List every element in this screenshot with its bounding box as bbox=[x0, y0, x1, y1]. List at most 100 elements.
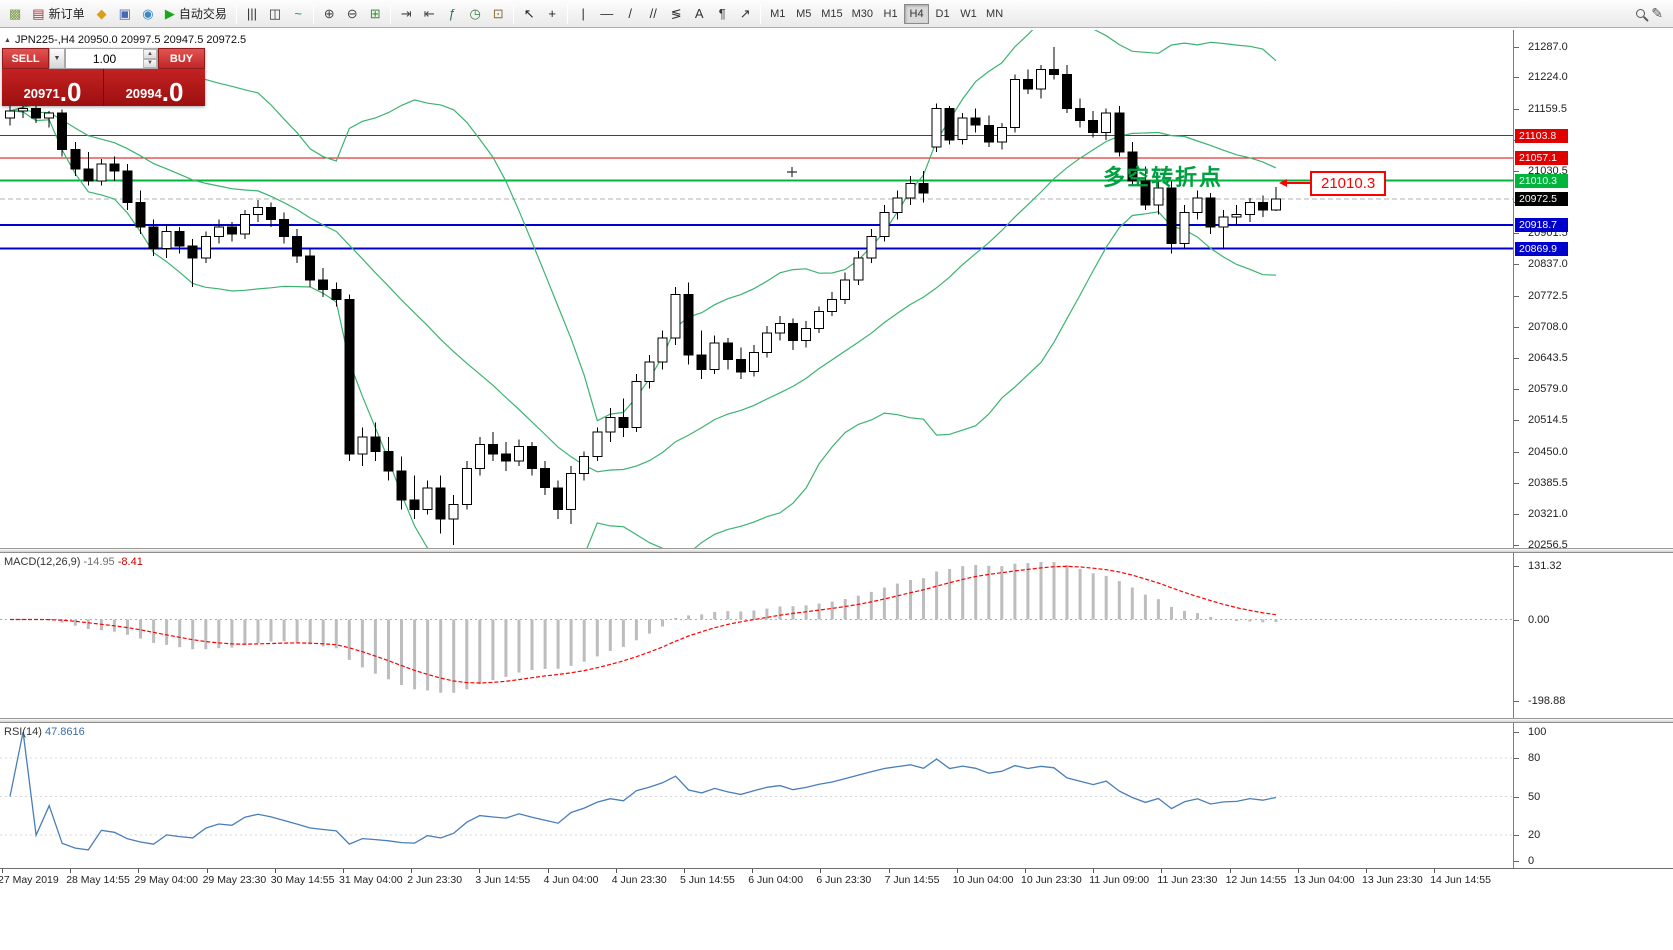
one-click-trading-panel: SELL ▼ ▲ ▼ BUY 20971 .0 20994 bbox=[2, 48, 205, 106]
indicators-button[interactable]: ƒ bbox=[441, 3, 463, 25]
vertical-line-button[interactable]: | bbox=[572, 3, 594, 25]
chart-shift-button[interactable]: ⇤ bbox=[418, 3, 440, 25]
macd-name: MACD(12,26,9) bbox=[4, 556, 81, 568]
autotrading-button[interactable]: ▶ 自动交易 bbox=[160, 3, 232, 25]
sell-button[interactable]: SELL bbox=[2, 48, 49, 69]
axis-tick-label: 20514.5 bbox=[1528, 414, 1568, 427]
edit-icon[interactable]: ✎ bbox=[1651, 5, 1663, 21]
main-chart-canvas[interactable] bbox=[0, 30, 1513, 548]
crosshair-button[interactable]: + bbox=[541, 3, 563, 25]
line-chart-icon: ~ bbox=[294, 6, 303, 21]
new-order-button-label: 新订单 bbox=[48, 7, 85, 21]
time-tick-mark bbox=[956, 869, 958, 873]
axis-tick-mark bbox=[1514, 861, 1519, 862]
timeframe-h1-button[interactable]: H1 bbox=[883, 7, 898, 20]
timeframe-m30-button[interactable]: M30 bbox=[851, 7, 874, 20]
trendline-icon: / bbox=[628, 6, 633, 21]
line-chart-button[interactable]: ~ bbox=[287, 3, 309, 25]
volume-up-button[interactable]: ▲ bbox=[143, 49, 157, 59]
order-options-dropdown[interactable]: ▼ bbox=[49, 48, 65, 69]
channel-button[interactable]: // bbox=[642, 3, 664, 25]
axis-tick-mark bbox=[1514, 108, 1519, 110]
axis-tick-mark bbox=[1514, 700, 1519, 702]
time-label: 11 Jun 23:30 bbox=[1157, 874, 1218, 886]
print-button[interactable]: ▣ bbox=[114, 3, 136, 25]
rsi-panel[interactable]: RSI(14) 47.8616 bbox=[0, 723, 1513, 868]
tile-windows-button[interactable]: ⊞ bbox=[364, 3, 386, 25]
rsi-value: 47.8616 bbox=[44, 726, 85, 738]
buy-price-main: 20994 bbox=[125, 86, 162, 101]
annotation-connector-line bbox=[1286, 182, 1312, 184]
trendline-button[interactable]: / bbox=[619, 3, 641, 25]
label-button[interactable]: ¶ bbox=[711, 3, 733, 25]
chart-annotation-text[interactable]: 多空转折点 bbox=[1103, 165, 1224, 190]
price-chart-panel[interactable]: ▲ JPN225-,H4 20950.0 20997.5 20947.5 209… bbox=[0, 30, 1513, 548]
time-label: 31 May 04:00 bbox=[339, 874, 403, 886]
sell-price-display[interactable]: 20971 .0 bbox=[2, 69, 104, 106]
chart-profile-button[interactable]: ◆ bbox=[91, 3, 113, 25]
volume-field: ▲ ▼ bbox=[65, 48, 158, 69]
zoom-in-button[interactable]: ⊕ bbox=[318, 3, 340, 25]
auto-scroll-icon: ⇥ bbox=[400, 6, 412, 21]
templates-button[interactable]: ⊡ bbox=[487, 3, 509, 25]
axis-tick-mark bbox=[1514, 835, 1519, 837]
macd-panel[interactable]: MACD(12,26,9) -14.95 -8.41 bbox=[0, 553, 1513, 718]
time-tick-mark bbox=[274, 869, 276, 873]
zoom-out-button[interactable]: ⊖ bbox=[341, 3, 363, 25]
chart-annotation-price-box[interactable]: 21010.3 bbox=[1310, 171, 1387, 196]
timeframe-d1-button[interactable]: D1 bbox=[935, 7, 950, 20]
arrows-button[interactable]: ↗ bbox=[734, 3, 756, 25]
toolbar-separator bbox=[235, 3, 237, 24]
time-tick-mark bbox=[547, 869, 549, 873]
volume-input[interactable] bbox=[66, 49, 143, 68]
macd-canvas[interactable] bbox=[0, 553, 1513, 718]
templates-icon: ⊡ bbox=[492, 6, 504, 21]
timeframe-h4-button[interactable]: H4 bbox=[904, 3, 930, 24]
buy-price-display[interactable]: 20994 .0 bbox=[104, 69, 205, 106]
text-button[interactable]: A bbox=[688, 3, 710, 25]
new-order-button[interactable]: ▤ 新订单 bbox=[27, 3, 89, 25]
panel-splitter[interactable] bbox=[0, 548, 1673, 553]
buy-button[interactable]: BUY bbox=[158, 48, 205, 69]
bar-chart-button[interactable]: ||| bbox=[241, 3, 263, 25]
toolbar-separator bbox=[313, 3, 315, 24]
time-axis[interactable]: 27 May 2019 28 May 14:55 29 May 04:00 29 Ma… bbox=[0, 868, 1673, 890]
axis-tick-mark bbox=[1514, 482, 1519, 484]
axis-tick-label: 131.32 bbox=[1528, 559, 1562, 572]
axis-tick-mark bbox=[1514, 451, 1519, 453]
price-axis[interactable]: 21287.021224.021159.521095.021030.520966… bbox=[1513, 30, 1673, 552]
axis-tick-label: 20256.5 bbox=[1528, 539, 1568, 552]
candlestick-chart-button[interactable]: ◫ bbox=[264, 3, 286, 25]
chart-profile-icon: ◆ bbox=[96, 6, 107, 21]
timeframe-w1-button[interactable]: W1 bbox=[960, 7, 977, 20]
time-tick-mark bbox=[1366, 869, 1367, 873]
volume-down-button[interactable]: ▼ bbox=[143, 58, 157, 68]
horizontal-line-button[interactable]: — bbox=[595, 3, 618, 25]
time-tick-mark bbox=[343, 869, 344, 873]
autotrading-button-label: 自动交易 bbox=[178, 7, 227, 21]
panel-splitter[interactable] bbox=[0, 718, 1673, 723]
fibonacci-button[interactable]: ≶ bbox=[665, 3, 687, 25]
timeframe-m5-button[interactable]: M5 bbox=[796, 7, 812, 20]
periods-button[interactable]: ◷ bbox=[464, 3, 486, 25]
time-tick-mark bbox=[888, 869, 890, 873]
auto-scroll-button[interactable]: ⇥ bbox=[395, 3, 417, 25]
symbol-ohlc-line: ▲ JPN225-,H4 20950.0 20997.5 20947.5 209… bbox=[4, 34, 246, 46]
rsi-canvas[interactable] bbox=[0, 723, 1513, 868]
cursor-button[interactable]: ↖ bbox=[518, 3, 540, 25]
timeframe-m15-button[interactable]: M15 bbox=[821, 7, 843, 20]
price-level-badge: 21103.8 bbox=[1515, 128, 1568, 143]
timeframe-mn-button[interactable]: MN bbox=[986, 7, 1004, 20]
fibonacci-icon: ≶ bbox=[670, 6, 682, 21]
chart-window: ▲ JPN225-,H4 20950.0 20997.5 20947.5 209… bbox=[0, 28, 1673, 950]
axis-tick-label: 21159.5 bbox=[1528, 102, 1567, 115]
bar-chart-icon: ||| bbox=[246, 6, 257, 21]
axis-tick-mark bbox=[1514, 233, 1519, 235]
timeframe-m1-button[interactable]: M1 bbox=[770, 7, 786, 20]
data-window-button[interactable]: ◉ bbox=[137, 3, 159, 25]
time-tick-mark bbox=[206, 869, 208, 873]
data-window-icon: ◉ bbox=[142, 6, 154, 21]
search-icon[interactable] bbox=[1636, 9, 1646, 18]
axis-tick-mark bbox=[1514, 513, 1519, 515]
time-tick-mark bbox=[2, 869, 3, 873]
